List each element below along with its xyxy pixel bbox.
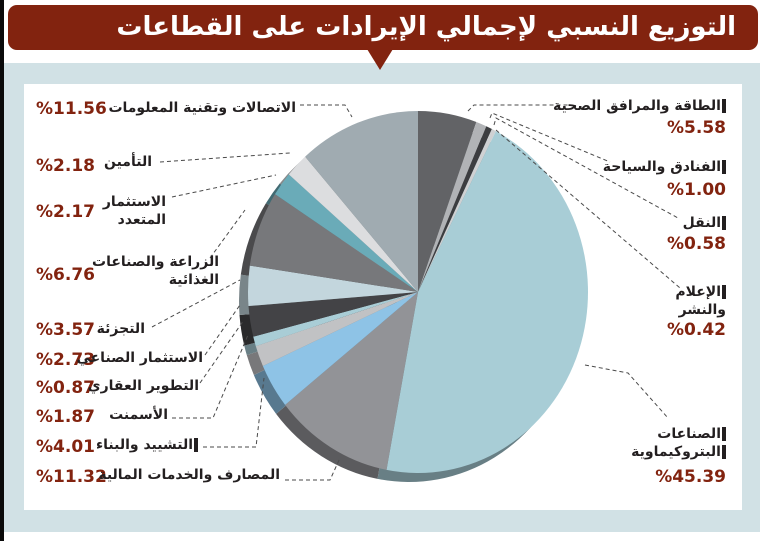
label-retail: التجزئة <box>96 321 145 337</box>
leader-agri <box>209 209 246 259</box>
pie-slice: الإعلام والنشر %0.42 <box>418 129 496 292</box>
pie-slice: الفنادق والسياحة %1.00 <box>418 122 487 292</box>
leader-construction <box>203 377 265 448</box>
leader-hotels <box>489 112 611 163</box>
pct-retail: %3.57 <box>36 320 95 340</box>
pct-media: %0.42 <box>667 320 726 340</box>
left-edge-strip <box>0 0 4 541</box>
pie-slice: التجزئة %3.57 <box>247 265 418 307</box>
label-banks: المصارف والخدمات المالية <box>98 467 280 483</box>
pie-slice: التأمين %2.18 <box>288 156 418 292</box>
leader-multi <box>171 174 277 198</box>
label-cement: الأسمنت <box>109 407 168 423</box>
pie-slice: الاستثمار الصناعي %2.73 <box>248 292 418 337</box>
pct-agriculture: %6.76 <box>36 265 95 285</box>
label-insurance: التأمين <box>103 154 152 170</box>
leader-telecom <box>300 104 353 118</box>
pct-banks: %11.32 <box>36 467 107 487</box>
pie-slice: النقل %0.58 <box>418 126 492 292</box>
pie-slice: التطوير العقاري %0.87 <box>253 292 418 347</box>
title-pointer-arrow <box>367 49 393 70</box>
label-telecom: الاتصالات وتقنية المعلومات <box>108 100 296 116</box>
leader-banks <box>285 457 341 481</box>
label-hotels: الفنادق والسياحة <box>603 158 726 176</box>
label-real-estate: التطوير العقاري <box>87 378 199 394</box>
label-multi-investment: الاستثمار المتعدد <box>102 194 166 228</box>
pct-multi-investment: %2.17 <box>36 202 95 222</box>
pct-construction: %4.01 <box>36 437 95 457</box>
pct-transport: %0.58 <box>667 234 726 254</box>
label-energy: الطاقة والمرافق الصحية <box>553 97 726 115</box>
pct-cement: %1.87 <box>36 407 95 427</box>
leader-media <box>495 129 681 289</box>
title-banner: التوزيع النسبي لإجمالي الإيرادات على الق… <box>8 5 758 50</box>
pie-slice: الزراعة والصناعات الغذائية %6.76 <box>249 194 418 292</box>
pie-slice: الاتصالات وتقنية المعلومات %11.56 <box>305 111 418 292</box>
pct-insurance: %2.18 <box>36 156 95 176</box>
label-construction: التشييد والبناء <box>96 436 198 454</box>
label-media: الإعلام والنشر <box>675 284 726 318</box>
pct-real-estate: %0.87 <box>36 378 95 398</box>
label-industrial-investment: الاستثمار الصناعي <box>76 350 203 366</box>
leader-industrial <box>204 304 241 356</box>
leader-cement <box>172 334 249 419</box>
leader-petro <box>584 364 669 419</box>
label-petrochemicals: الصناعات البتروكيماوية <box>631 425 726 461</box>
pie-slice: الاستثمار المتعدد %2.17 <box>274 174 418 292</box>
pct-industrial-investment: %2.73 <box>36 350 95 370</box>
leader-transport <box>493 117 679 219</box>
label-transport: النقل <box>683 214 726 232</box>
pie-slice: المصارف والخدمات المالية %11.32 <box>285 292 418 470</box>
chart-title: التوزيع النسبي لإجمالي الإيرادات على الق… <box>116 12 736 42</box>
pct-energy: %5.58 <box>667 118 726 138</box>
label-agriculture: الزراعة والصناعات الغذائية <box>92 254 219 288</box>
leader-realestate <box>199 319 245 384</box>
pie-slice: الصناعات البتروكيماوية %45.39 <box>386 131 588 473</box>
pie-slice: الطاقة والمرافق الصحية %5.58 <box>418 111 477 292</box>
pct-hotels: %1.00 <box>667 180 726 200</box>
pie-slice: التشييد والبناء %4.01 <box>262 292 418 405</box>
pct-petrochemicals: %45.39 <box>655 467 726 487</box>
leader-insurance <box>159 152 291 163</box>
pie-slice: الأسمنت %1.87 <box>255 292 418 367</box>
leader-energy <box>467 104 570 112</box>
leader-retail <box>151 279 241 328</box>
pct-telecom: %11.56 <box>36 99 107 119</box>
leader-lines <box>151 104 681 481</box>
